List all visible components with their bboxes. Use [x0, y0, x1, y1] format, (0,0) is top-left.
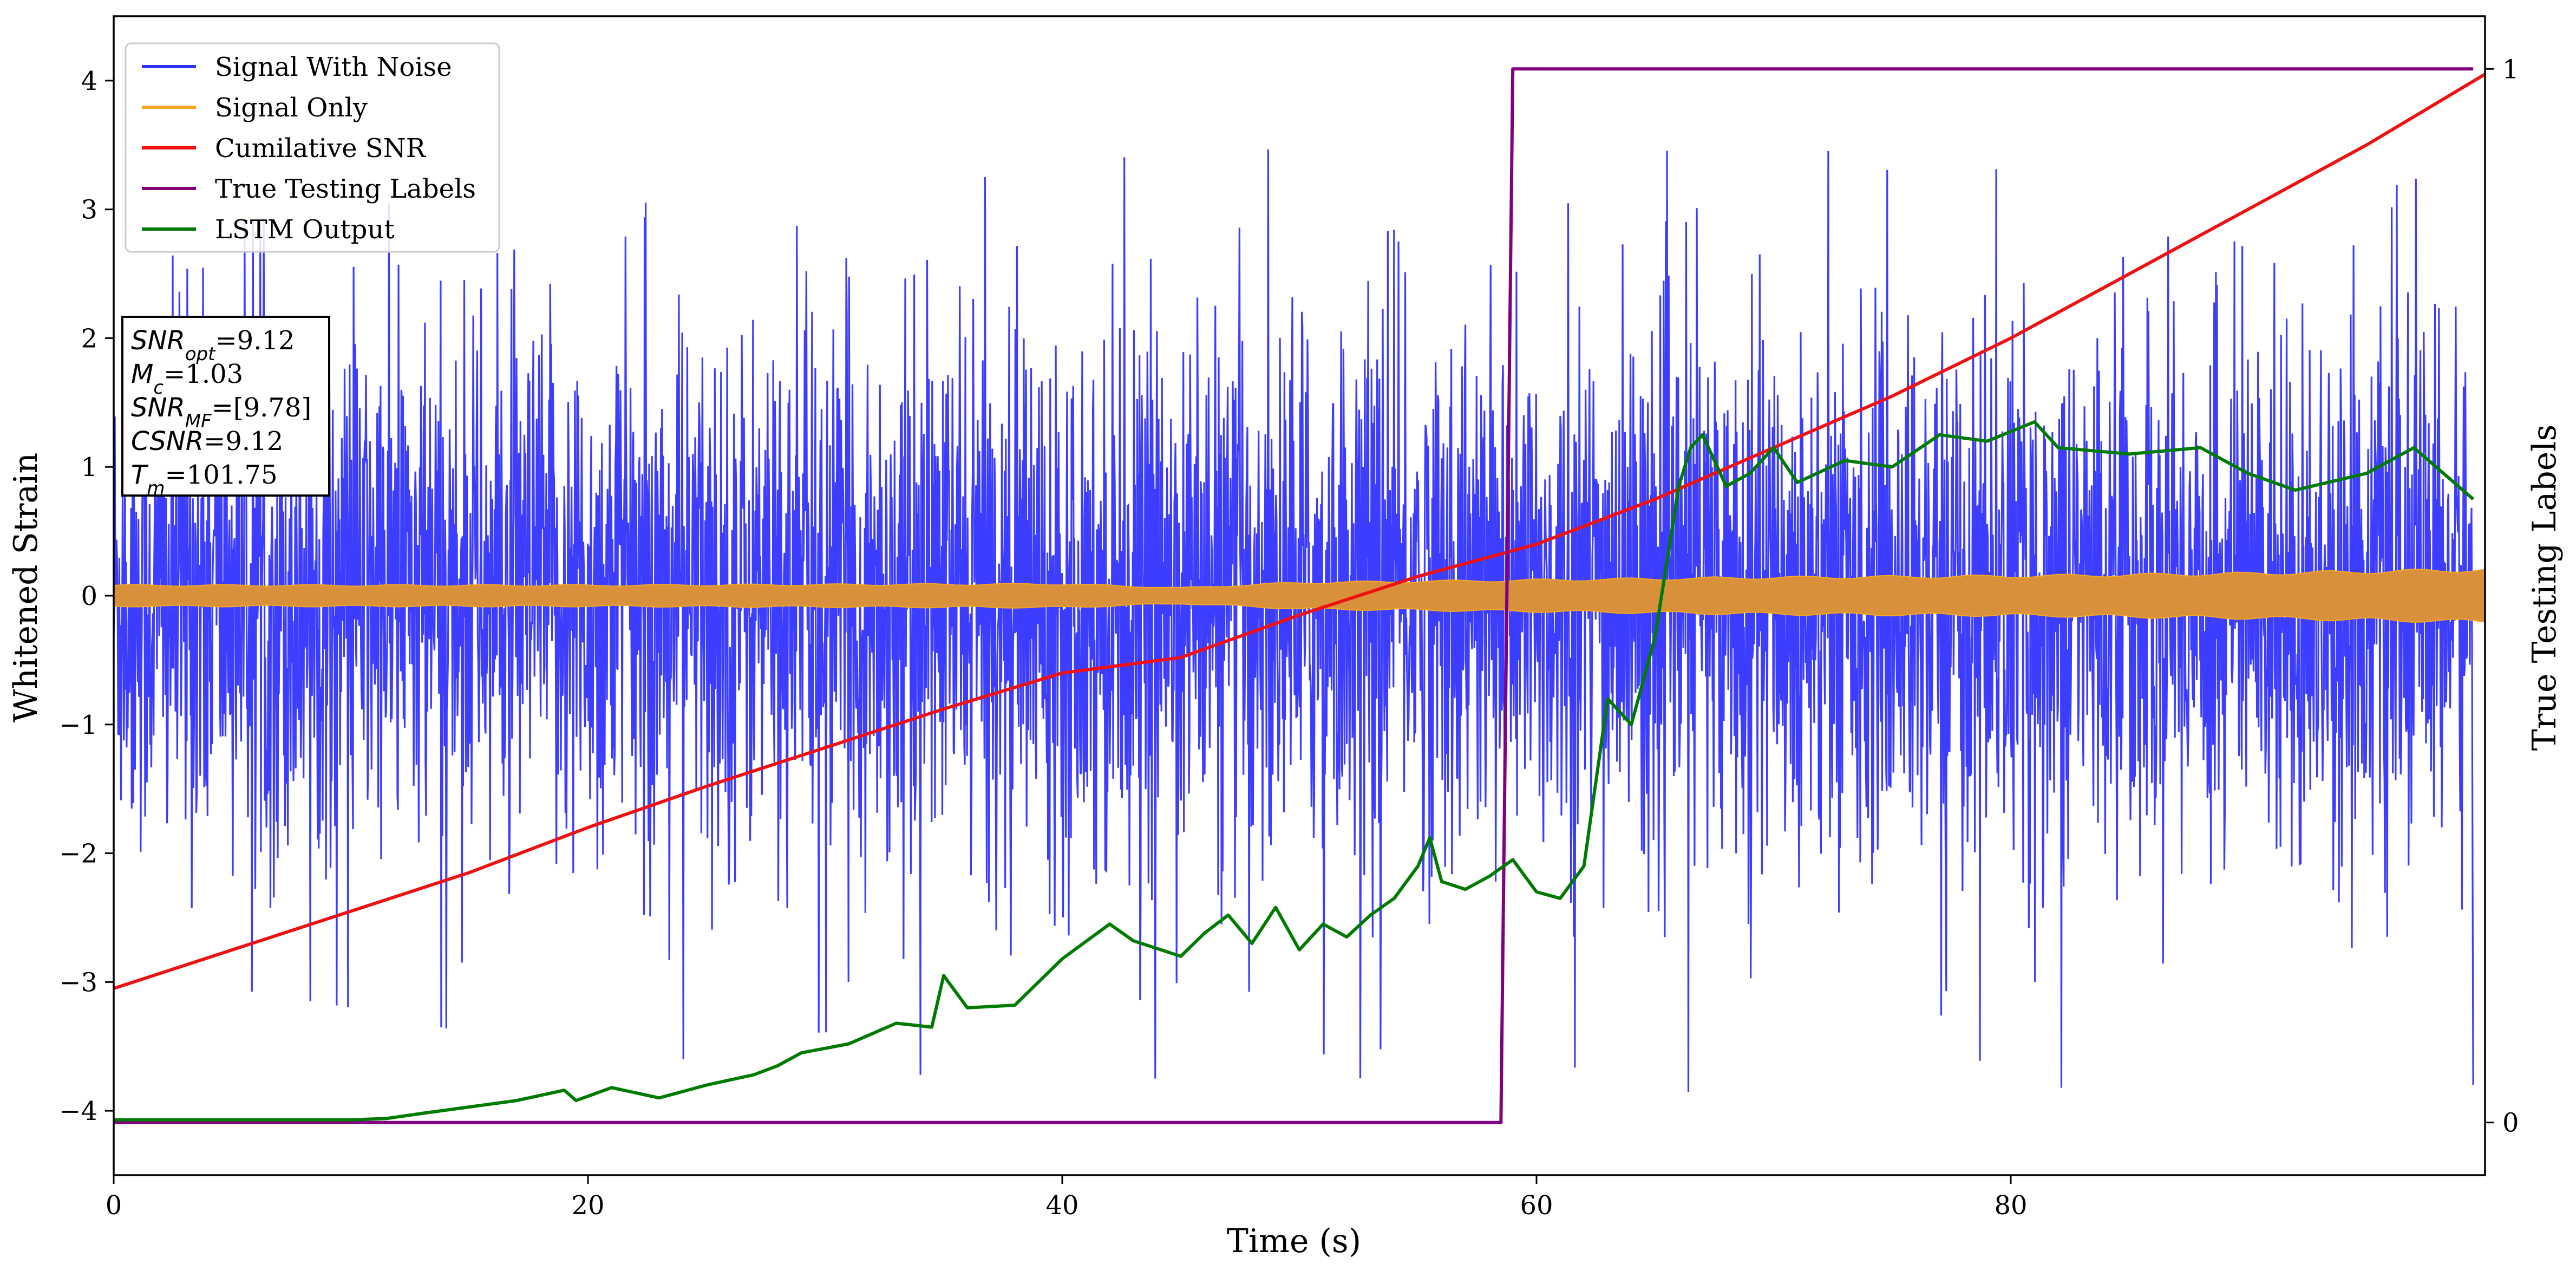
annotation-line: SNRMF=[9.78] — [131, 393, 311, 432]
annotation-box: SNRopt=9.12Mc=1.03SNRMF=[9.78]CSNR=9.12T… — [121, 316, 330, 499]
x-tick-label: 20 — [571, 1190, 604, 1221]
series-lstm-output — [114, 420, 2475, 1122]
y-tick-label: −1 — [59, 710, 97, 740]
series-signal-only — [114, 568, 2485, 623]
y-axis-title: Whitened Strain — [7, 453, 45, 722]
annotation-subscript: c — [153, 377, 164, 399]
legend-label: Signal With Noise — [215, 52, 452, 82]
annotation-value: =1.03 — [164, 359, 243, 389]
y-tick-label: 3 — [81, 195, 97, 225]
legend-label: LSTM Output — [215, 214, 395, 245]
legend-label: Signal Only — [215, 93, 368, 123]
y2-tick-label: 1 — [2502, 54, 2519, 84]
annotation-line: Mc=1.03 — [131, 359, 243, 399]
annotation-value: =101.75 — [165, 460, 277, 490]
y-tick-label: −3 — [59, 967, 97, 998]
annotation-symbol: SNR — [131, 325, 185, 356]
annotation-value: =9.12 — [215, 325, 295, 356]
band-layer — [114, 149, 2485, 1092]
annotation-symbol: CSNR — [131, 426, 204, 457]
line-layer — [114, 67, 2485, 1124]
annotation-value: =[9.78] — [212, 393, 312, 423]
annotation-subscript: m — [147, 478, 165, 499]
annotation-symbol: M — [131, 359, 153, 389]
annotation-line: SNRopt=9.12 — [131, 325, 295, 365]
y-tick-label: 4 — [81, 66, 97, 96]
legend-label: True Testing Labels — [215, 174, 476, 204]
y-tick-label: −4 — [59, 1096, 97, 1126]
annotation-value: =9.12 — [204, 426, 283, 457]
annotation-line: CSNR=9.12 — [131, 426, 283, 457]
annotation-frame — [121, 316, 330, 497]
y2-axis-title: True Testing Labels — [2526, 425, 2564, 751]
legend-label: Cumilative SNR — [215, 133, 427, 164]
annotation-line: Tm=101.75 — [131, 460, 278, 499]
x-axis-title: Time (s) — [1227, 1222, 1361, 1260]
series-signal-with-noise — [114, 149, 2474, 1092]
annotation-subscript: opt — [185, 343, 216, 365]
y-tick-label: 1 — [81, 452, 97, 483]
annotation-symbol: T — [131, 460, 149, 490]
x-tick-label: 60 — [1520, 1190, 1553, 1221]
y-tick-label: −2 — [59, 839, 97, 869]
x-tick-label: 80 — [1994, 1190, 2027, 1221]
y-tick-label: 2 — [81, 323, 97, 354]
y2-tick-label: 0 — [2502, 1108, 2519, 1138]
legend: Signal With Noise Signal Only Cumilative S… — [125, 42, 500, 253]
series-cumilative-snr — [114, 73, 2485, 991]
y-tick-label: 0 — [81, 581, 97, 611]
legend-box — [125, 42, 500, 253]
annotation-subscript: MF — [185, 411, 212, 432]
x-tick-label: 0 — [106, 1190, 122, 1221]
annotation-symbol: SNR — [131, 393, 185, 423]
series-true-testing-labels — [114, 67, 2474, 1124]
x-tick-label: 40 — [1045, 1190, 1078, 1221]
